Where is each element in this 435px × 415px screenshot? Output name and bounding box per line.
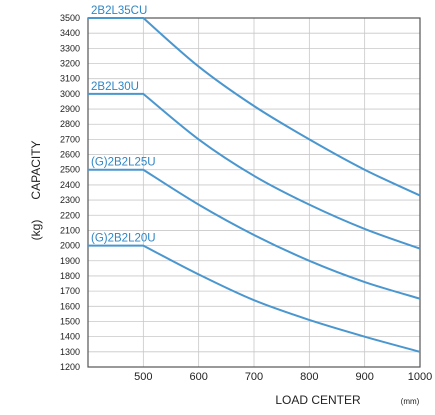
y-axis-title: CAPACITY [29,140,43,199]
x-tick-label: 600 [189,371,207,383]
y-tick-label: 3100 [60,74,80,84]
x-tick-label: 800 [300,371,318,383]
y-tick-label: 3300 [60,43,80,53]
y-tick-label: 1900 [60,256,80,266]
y-axis-unit: (kg) [29,220,43,241]
y-tick-label: 2800 [60,119,80,129]
series-label: (G)2B2L25U [91,157,156,169]
x-axis-unit: (mm) [401,397,420,406]
y-tick-label: 3200 [60,59,80,69]
y-tick-label: 2900 [60,104,80,114]
y-tick-label: 2000 [60,241,80,251]
series-line [88,92,421,250]
y-tick-label: 3500 [60,13,80,23]
y-tick-label: 2500 [60,165,80,175]
x-tick-label: 500 [134,371,152,383]
series-line [88,168,421,300]
series-label: 2B2L30U [91,81,139,93]
y-tick-labels: 1200 1300 1400 1500 1600 1700 1800 1900 2000 2100… [60,13,80,372]
grid-layer [87,17,421,368]
x-tick-label: 1000 [408,371,432,383]
y-tick-label: 1200 [60,362,80,372]
y-tick-label: 3400 [60,28,80,38]
y-tick-label: 1300 [60,347,80,357]
y-tick-label: 1600 [60,301,80,311]
line-layer [88,17,421,353]
x-axis-title: LOAD CENTER [275,393,361,407]
series-labels: 2B2L35CU 2B2L30U (G)2B2L25U (G)2B2L20U [91,5,156,245]
y-tick-label: 3000 [60,89,80,99]
y-tick-label: 1400 [60,332,80,342]
x-tick-label: 900 [355,371,373,383]
y-tick-label: 2600 [60,150,80,160]
y-tick-label: 1800 [60,271,80,281]
plot-frame [87,17,421,368]
y-tick-label: 2700 [60,134,80,144]
y-tick-label: 1500 [60,316,80,326]
x-tick-labels: 500 600 700 800 900 1000 [134,371,432,383]
y-tick-label: 1700 [60,286,80,296]
y-tick-label: 2300 [60,195,80,205]
y-tick-label: 2100 [60,225,80,235]
x-tick-label: 700 [245,371,263,383]
y-tick-label: 2200 [60,210,80,220]
y-tick-label: 2400 [60,180,80,190]
series-label: 2B2L35CU [91,5,147,17]
series-line [88,17,421,197]
series-label: (G)2B2L20U [91,233,156,245]
series-line [88,244,421,353]
